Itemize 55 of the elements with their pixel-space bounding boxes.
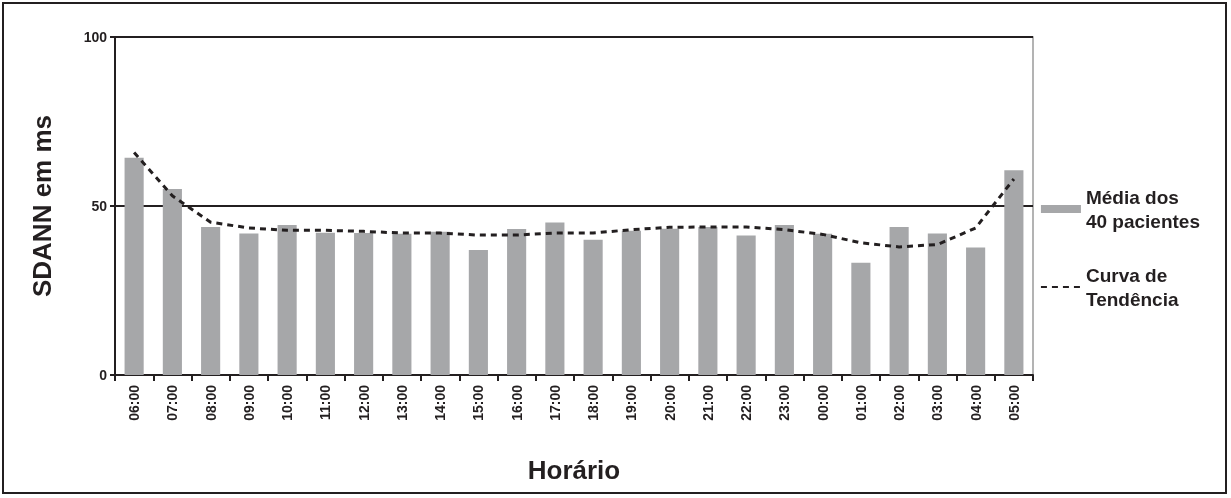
x-tick-label: 21:00 bbox=[699, 384, 716, 421]
x-tick-label: 20:00 bbox=[661, 384, 678, 421]
x-tick-label: 10:00 bbox=[279, 384, 296, 421]
bar bbox=[813, 233, 833, 375]
x-tick-label: 16:00 bbox=[508, 384, 525, 421]
bar bbox=[430, 231, 450, 375]
x-tick-label: 07:00 bbox=[164, 384, 181, 421]
x-tick-label: 23:00 bbox=[776, 384, 793, 421]
bar bbox=[545, 222, 565, 375]
x-tick-label: 08:00 bbox=[202, 384, 219, 421]
bar bbox=[774, 224, 794, 375]
legend-label: Média dos 40 pacientes bbox=[1085, 186, 1201, 232]
bar bbox=[736, 235, 756, 375]
x-tick-label: 22:00 bbox=[738, 384, 755, 421]
x-tick-label: 06:00 bbox=[126, 384, 143, 421]
bar bbox=[354, 233, 374, 375]
bar bbox=[315, 232, 335, 375]
bar bbox=[1004, 170, 1024, 375]
bar bbox=[927, 233, 947, 375]
y-tick-label: 50 bbox=[91, 198, 108, 214]
bar bbox=[698, 226, 718, 375]
x-tick-label: 17:00 bbox=[546, 384, 563, 421]
bar bbox=[851, 262, 871, 375]
x-tick-label: 11:00 bbox=[317, 384, 334, 421]
legend-label: Curva de Tendência bbox=[1085, 264, 1179, 310]
y-tick-label: 100 bbox=[83, 29, 108, 45]
bar bbox=[239, 233, 259, 375]
bar bbox=[583, 239, 603, 375]
x-tick-label: 01:00 bbox=[852, 384, 869, 421]
x-tick-label: 13:00 bbox=[393, 384, 410, 421]
bar bbox=[507, 228, 527, 375]
bar bbox=[162, 189, 182, 375]
x-tick-label: 15:00 bbox=[470, 384, 487, 421]
x-tick-label: 00:00 bbox=[814, 384, 831, 421]
x-axis-title: Horário bbox=[527, 455, 621, 485]
x-tick-label: 12:00 bbox=[355, 384, 372, 421]
bar bbox=[468, 249, 488, 375]
bar bbox=[201, 226, 221, 375]
bar bbox=[660, 228, 680, 375]
x-tick-label: 14:00 bbox=[432, 384, 449, 421]
x-tick-label: 18:00 bbox=[585, 384, 602, 421]
bar bbox=[392, 233, 412, 375]
x-tick-label: 19:00 bbox=[623, 384, 640, 421]
y-tick-label: 0 bbox=[99, 367, 108, 383]
bar bbox=[621, 230, 641, 375]
bar bbox=[889, 226, 909, 375]
y-axis-title: SDANN em ms bbox=[27, 114, 57, 298]
bar bbox=[277, 224, 297, 375]
x-tick-label: 03:00 bbox=[929, 384, 946, 421]
x-tick-label: 02:00 bbox=[891, 384, 908, 421]
x-tick-label: 05:00 bbox=[1005, 384, 1022, 421]
x-tick-label: 04:00 bbox=[967, 384, 984, 421]
bar bbox=[966, 247, 986, 375]
x-tick-label: 09:00 bbox=[240, 384, 257, 421]
bar bbox=[124, 157, 144, 375]
